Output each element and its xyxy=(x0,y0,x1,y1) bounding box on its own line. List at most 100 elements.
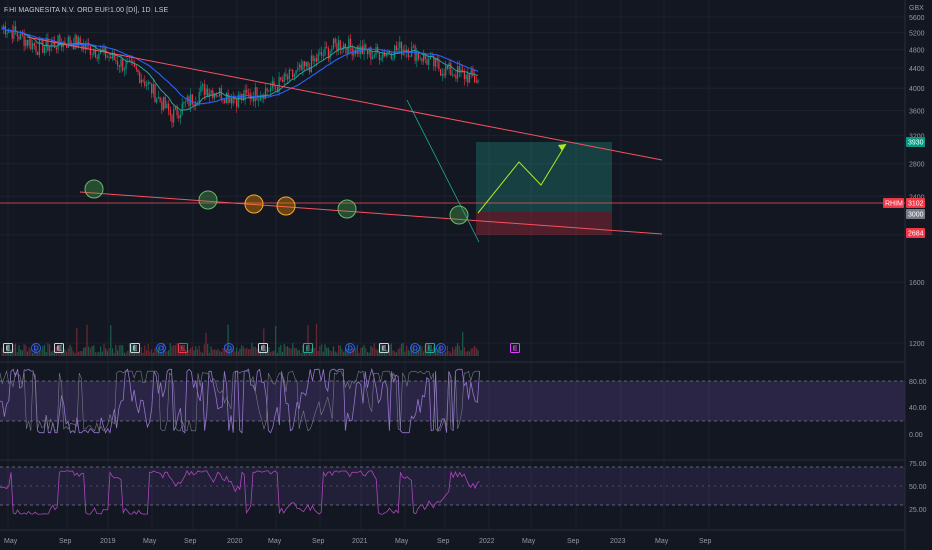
touch-circle[interactable] xyxy=(198,190,218,210)
volume-bar xyxy=(135,351,137,356)
time-axis[interactable]: May Sep 2019 May Sep 2020 May Sep 2021 May Sep 2022… xyxy=(4,538,712,545)
earnings-marker[interactable] xyxy=(303,343,313,353)
candle-body xyxy=(380,58,382,60)
candle-body xyxy=(280,77,282,80)
candle-body xyxy=(275,86,277,88)
candle-body xyxy=(346,48,348,54)
candle-body xyxy=(450,63,452,76)
volume-bar xyxy=(144,345,146,356)
candle-body xyxy=(441,73,443,76)
earnings-marker[interactable] xyxy=(130,343,140,353)
candle-body xyxy=(458,66,460,72)
dividend-marker[interactable] xyxy=(224,343,234,353)
volume-bar xyxy=(128,343,131,356)
volume-bar xyxy=(334,351,336,356)
volume-bar xyxy=(106,351,108,356)
candle-body xyxy=(207,88,209,97)
volume-bar xyxy=(268,347,270,356)
volume-bar xyxy=(285,346,287,356)
volume-bar xyxy=(446,345,448,356)
volume-bar xyxy=(9,350,12,356)
volume-bar xyxy=(50,351,52,356)
dividend-marker[interactable] xyxy=(156,343,166,353)
candle-body xyxy=(463,71,465,80)
event-label: D xyxy=(34,346,39,353)
candle-body xyxy=(242,93,244,101)
volume-bar xyxy=(315,323,318,356)
projection-path[interactable] xyxy=(477,143,567,214)
volume-bar xyxy=(412,346,414,356)
candle-body xyxy=(47,38,49,51)
volume-bar xyxy=(149,351,151,356)
candle-body xyxy=(185,101,187,103)
touch-circle[interactable] xyxy=(276,196,296,216)
volume-bar xyxy=(241,345,243,356)
dividend-marker[interactable] xyxy=(31,343,41,353)
volume-bar xyxy=(81,351,83,356)
volume-bar xyxy=(88,346,90,356)
volume-bar xyxy=(355,348,357,356)
candle-body xyxy=(37,52,39,56)
volume-bar xyxy=(127,350,129,356)
earnings-marker[interactable] xyxy=(3,343,13,353)
candle-body xyxy=(178,115,180,119)
volume-bar xyxy=(181,350,183,356)
price-tick-label: 2800 xyxy=(909,162,925,169)
volume-bar xyxy=(278,347,280,356)
dividend-marker[interactable] xyxy=(410,343,420,353)
candle-body xyxy=(128,60,131,62)
volume-bar xyxy=(271,351,273,356)
touch-circle[interactable] xyxy=(449,205,469,225)
earnings-marker[interactable] xyxy=(379,343,389,353)
price-axis[interactable]: 5600520048004400400036003200280024002000… xyxy=(909,15,925,348)
touch-circle[interactable] xyxy=(337,199,357,219)
earnings-marker[interactable] xyxy=(54,343,64,353)
candle-body xyxy=(302,61,304,70)
candle-body xyxy=(474,76,476,82)
event-label: D xyxy=(439,346,444,353)
time-tick-label: 2021 xyxy=(352,538,368,545)
candle-body xyxy=(332,38,335,49)
dividend-marker[interactable] xyxy=(436,343,446,353)
candle-body xyxy=(6,32,8,35)
event-label: E xyxy=(428,346,433,353)
upper-trendline[interactable] xyxy=(26,36,663,161)
channel-line[interactable] xyxy=(406,99,480,243)
volume-bar xyxy=(429,350,431,356)
earnings-marker[interactable] xyxy=(510,343,520,353)
volume-bar xyxy=(392,350,394,356)
target-zone[interactable] xyxy=(476,142,612,212)
volume-bar xyxy=(72,351,74,356)
candle-body xyxy=(202,84,204,86)
price-tick-label: 4400 xyxy=(909,66,925,73)
stop-zone[interactable] xyxy=(476,212,612,235)
lower-trendline[interactable] xyxy=(79,191,663,235)
candle-body xyxy=(106,56,108,58)
candle-body xyxy=(205,88,207,95)
earnings-marker[interactable] xyxy=(258,343,268,353)
volume-bar xyxy=(336,352,338,356)
volume-bar xyxy=(397,349,399,356)
volume-bar xyxy=(76,327,78,356)
candle-body xyxy=(423,54,425,62)
touch-circle[interactable] xyxy=(84,179,104,199)
earnings-marker[interactable] xyxy=(425,343,435,353)
candle-body xyxy=(195,102,197,105)
touch-circle[interactable] xyxy=(244,194,264,214)
candle-body xyxy=(331,48,333,52)
candle-body xyxy=(222,99,224,101)
candle-body xyxy=(139,71,141,84)
volume-bar xyxy=(331,351,333,356)
price-tag-label: 3102 xyxy=(908,201,924,208)
volume-bar xyxy=(407,349,409,356)
dividend-marker[interactable] xyxy=(345,343,355,353)
volume-bar xyxy=(361,347,363,356)
candle-body xyxy=(445,66,447,76)
volume-bar xyxy=(174,345,176,356)
earnings-marker[interactable] xyxy=(178,343,188,353)
candle-body xyxy=(366,50,369,55)
candle-body xyxy=(399,41,401,49)
volume-bar xyxy=(140,346,142,356)
